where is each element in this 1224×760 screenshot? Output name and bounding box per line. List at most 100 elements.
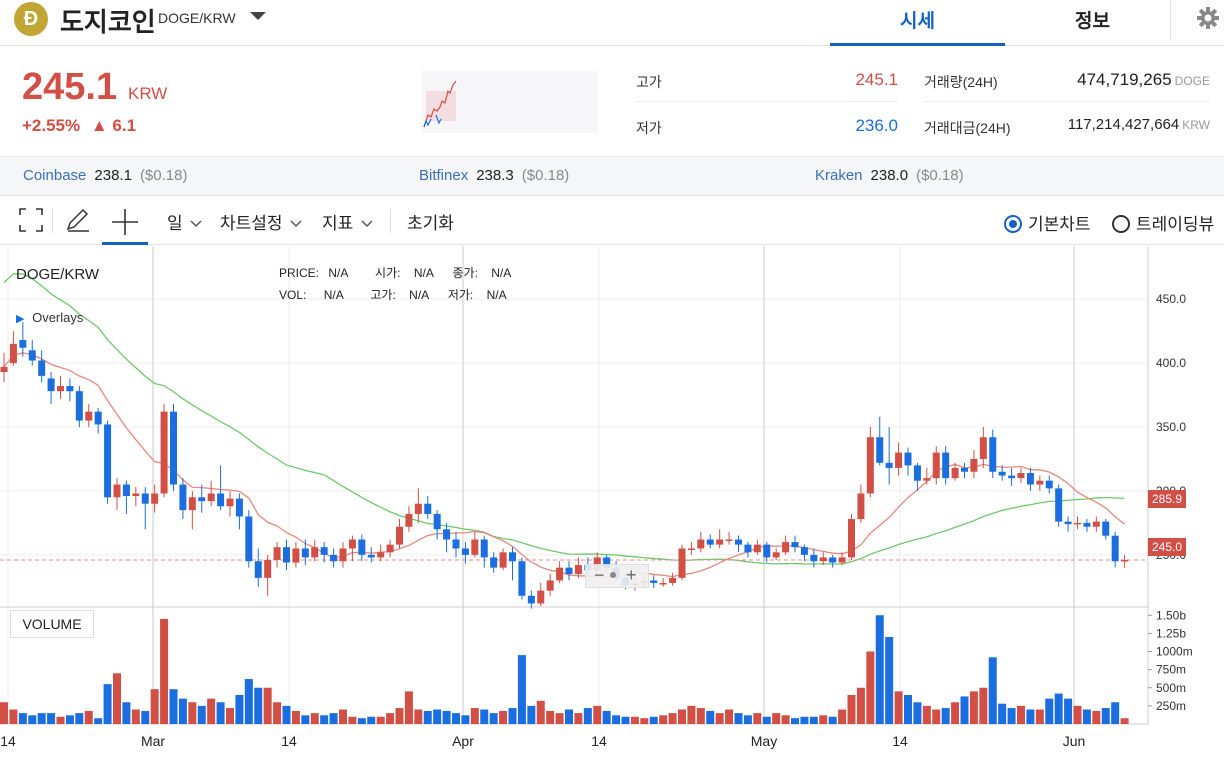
exchange-bar: Coinbase 238.1 ($0.18) Bitfinex 238.3 ($0.18…: [0, 156, 1224, 196]
x-tick-label: Apr: [452, 733, 474, 749]
volume-bar: [433, 709, 442, 724]
candle-body: [283, 547, 290, 563]
candlestick-chart-svg[interactable]: 450.0400.0350.0300.0250.014Mar14Apr14May…: [0, 246, 1224, 760]
indicators-dropdown[interactable]: 지표: [322, 209, 374, 234]
candle-body: [678, 548, 686, 578]
volume-bar: [150, 689, 159, 724]
volume-bar: [386, 713, 395, 724]
price-chart[interactable]: 450.0400.0350.0300.0250.014Mar14Apr14May…: [0, 246, 1224, 760]
exchange-usd: ($0.18): [139, 167, 188, 184]
volume-bar: [254, 687, 263, 724]
volume-bar: [452, 713, 460, 724]
reset-button[interactable]: 초기화: [407, 214, 454, 233]
volume-bar: [753, 713, 762, 724]
volume-bar: [781, 715, 790, 724]
candle-body: [772, 552, 780, 558]
ohlc-price-label: PRICE:: [279, 266, 320, 280]
candle-body: [744, 544, 752, 553]
candle-body: [706, 539, 714, 545]
exchange-name: Coinbase: [23, 167, 87, 184]
candle-body: [556, 567, 564, 581]
chevron-down-icon: [290, 220, 302, 228]
volume-bar: [244, 679, 253, 724]
zoom-in-icon[interactable]: +: [626, 565, 637, 585]
coin-dropdown-chevron-icon[interactable]: [248, 6, 268, 31]
period-dropdown[interactable]: 일: [167, 209, 203, 234]
candle-body: [424, 503, 432, 514]
volume-bar: [998, 703, 1007, 724]
crosshair-icon[interactable]: [102, 205, 148, 245]
volume-bar: [875, 615, 884, 724]
exchange-coinbase[interactable]: Coinbase 238.1 ($0.18): [23, 167, 187, 184]
settings-gear-icon[interactable]: [1170, 0, 1224, 40]
volume-label: VOLUME: [10, 610, 94, 638]
volume-bar: [329, 713, 338, 724]
volume-bar: [0, 702, 8, 724]
tab-info[interactable]: 정보: [1075, 11, 1110, 32]
candle-body: [574, 565, 582, 575]
candle-body: [753, 544, 761, 553]
volume-bar: [1111, 702, 1120, 724]
candle-body: [207, 493, 215, 502]
volume-bar: [960, 696, 969, 724]
volume-bar: [216, 702, 225, 724]
candle-body: [141, 493, 149, 504]
volume-bar: [527, 705, 536, 724]
volume-bar: [565, 709, 573, 724]
stats-left: 고가 245.1 저가 236.0: [636, 56, 898, 150]
candle-body: [800, 547, 808, 555]
candle-body: [979, 437, 987, 459]
chevron-down-icon: [190, 220, 202, 228]
candle-body: [1026, 473, 1034, 485]
candle-body: [565, 567, 573, 575]
candle-body: [499, 552, 507, 568]
volume-bar: [508, 708, 517, 724]
volume-bar: [65, 715, 74, 724]
basic-chart-radio[interactable]: 기본차트: [1004, 210, 1091, 235]
zoom-reset-dot-icon[interactable]: [610, 572, 616, 578]
exchange-kraken[interactable]: Kraken 238.0 ($0.18): [815, 167, 964, 184]
zoom-out-icon[interactable]: −: [594, 565, 605, 585]
fullscreen-icon[interactable]: [16, 205, 46, 235]
chart-settings-label: 차트설정: [220, 214, 283, 233]
candle-body: [151, 493, 159, 504]
volume-bar: [131, 709, 140, 724]
candle-body: [951, 467, 959, 479]
triangle-right-icon: ▶: [16, 313, 25, 325]
volume-bar: [376, 716, 385, 724]
candle-body: [961, 467, 968, 472]
exchange-name: Bitfinex: [419, 167, 469, 184]
candle-body: [829, 557, 837, 563]
candle-body: [885, 462, 893, 468]
ohlc-close-label: 종가:: [452, 266, 478, 280]
volume-bar: [94, 718, 103, 724]
exchange-bitfinex[interactable]: Bitfinex 238.3 ($0.18): [419, 167, 569, 184]
x-tick-label: Jun: [1063, 733, 1086, 749]
stat-amount: 거래대금(24H) 117,214,427,664 KRW: [924, 102, 1210, 148]
pencil-icon[interactable]: [63, 205, 93, 235]
chart-settings-dropdown[interactable]: 차트설정: [220, 209, 303, 234]
volume-bar: [28, 715, 37, 724]
volume-bar: [188, 702, 197, 724]
volume-bar: [866, 651, 875, 724]
candle-body: [1083, 522, 1091, 527]
x-tick-label: 14: [591, 733, 607, 749]
tab-quote[interactable]: 시세: [830, 6, 1005, 46]
y-tick-label: 400.0: [1156, 356, 1186, 370]
candle-body: [358, 539, 366, 555]
overlays-toggle[interactable]: ▶ Overlays: [16, 310, 83, 325]
volume-bar: [904, 695, 912, 724]
candle-body: [659, 582, 667, 585]
candle-body: [763, 544, 771, 558]
volume-bar: [461, 715, 470, 724]
stat-high-value: 245.1: [855, 70, 898, 89]
exchange-price: 238.0: [870, 167, 909, 184]
volume-bar: [668, 713, 677, 724]
candle-body: [932, 452, 940, 479]
volume-bar: [1120, 718, 1129, 724]
tradingview-radio[interactable]: 트레이딩뷰: [1112, 210, 1214, 235]
candle-body: [838, 557, 846, 563]
candle-body: [226, 498, 234, 507]
candle-body: [339, 548, 347, 562]
ohlc-high-value: N/A: [409, 288, 429, 302]
